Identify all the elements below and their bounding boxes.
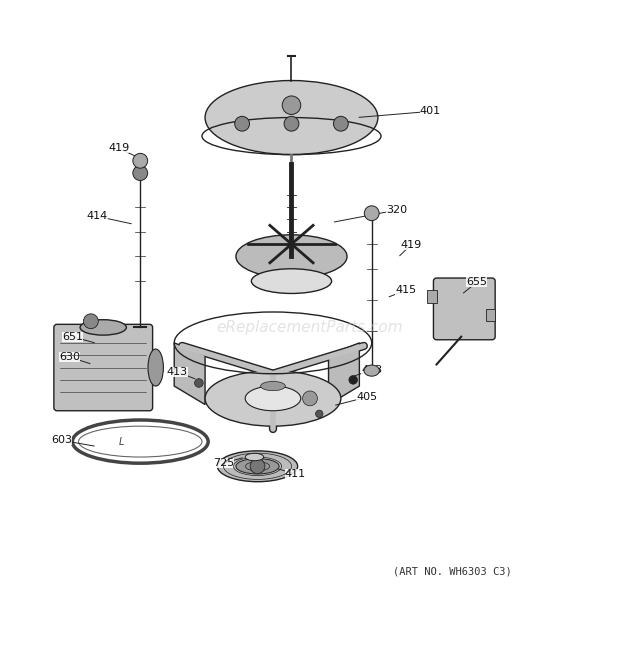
Text: 415: 415 <box>395 286 416 295</box>
Ellipse shape <box>205 81 378 155</box>
Bar <box>486 309 495 321</box>
Text: (ART NO. WH6303 C3): (ART NO. WH6303 C3) <box>392 566 511 576</box>
Circle shape <box>303 391 317 406</box>
Polygon shape <box>329 343 360 405</box>
Text: 419: 419 <box>108 143 130 153</box>
Circle shape <box>334 116 348 131</box>
Circle shape <box>284 116 299 131</box>
Text: 414: 414 <box>86 212 108 221</box>
Text: 603: 603 <box>51 436 73 446</box>
Text: 419: 419 <box>400 241 421 251</box>
FancyBboxPatch shape <box>433 278 495 340</box>
Ellipse shape <box>245 386 301 410</box>
Circle shape <box>235 116 249 131</box>
Circle shape <box>282 96 301 114</box>
Text: 405: 405 <box>356 392 378 402</box>
Ellipse shape <box>364 365 379 376</box>
Circle shape <box>195 379 203 387</box>
Ellipse shape <box>80 320 126 335</box>
Text: 413: 413 <box>167 367 188 377</box>
Ellipse shape <box>218 451 298 482</box>
Circle shape <box>84 314 99 329</box>
Circle shape <box>316 410 323 418</box>
Ellipse shape <box>148 349 164 386</box>
Ellipse shape <box>205 371 341 426</box>
Text: 651: 651 <box>62 332 83 342</box>
Text: 630: 630 <box>59 352 80 362</box>
Text: 725: 725 <box>213 458 234 468</box>
Circle shape <box>365 206 379 221</box>
Circle shape <box>133 153 148 168</box>
Circle shape <box>349 375 358 384</box>
Ellipse shape <box>236 235 347 278</box>
Text: L: L <box>119 437 125 447</box>
Text: 403: 403 <box>361 365 383 375</box>
Ellipse shape <box>251 269 332 293</box>
Ellipse shape <box>236 459 279 474</box>
Polygon shape <box>174 343 205 405</box>
Ellipse shape <box>245 453 264 461</box>
Text: eReplacementParts.com: eReplacementParts.com <box>216 320 404 335</box>
Text: 401: 401 <box>420 106 441 116</box>
Text: 411: 411 <box>285 469 306 479</box>
Text: 320: 320 <box>386 205 407 215</box>
Bar <box>427 290 436 303</box>
Ellipse shape <box>260 381 285 391</box>
Circle shape <box>250 459 265 474</box>
Text: 655: 655 <box>466 278 487 288</box>
FancyBboxPatch shape <box>54 325 153 410</box>
Circle shape <box>133 166 148 180</box>
